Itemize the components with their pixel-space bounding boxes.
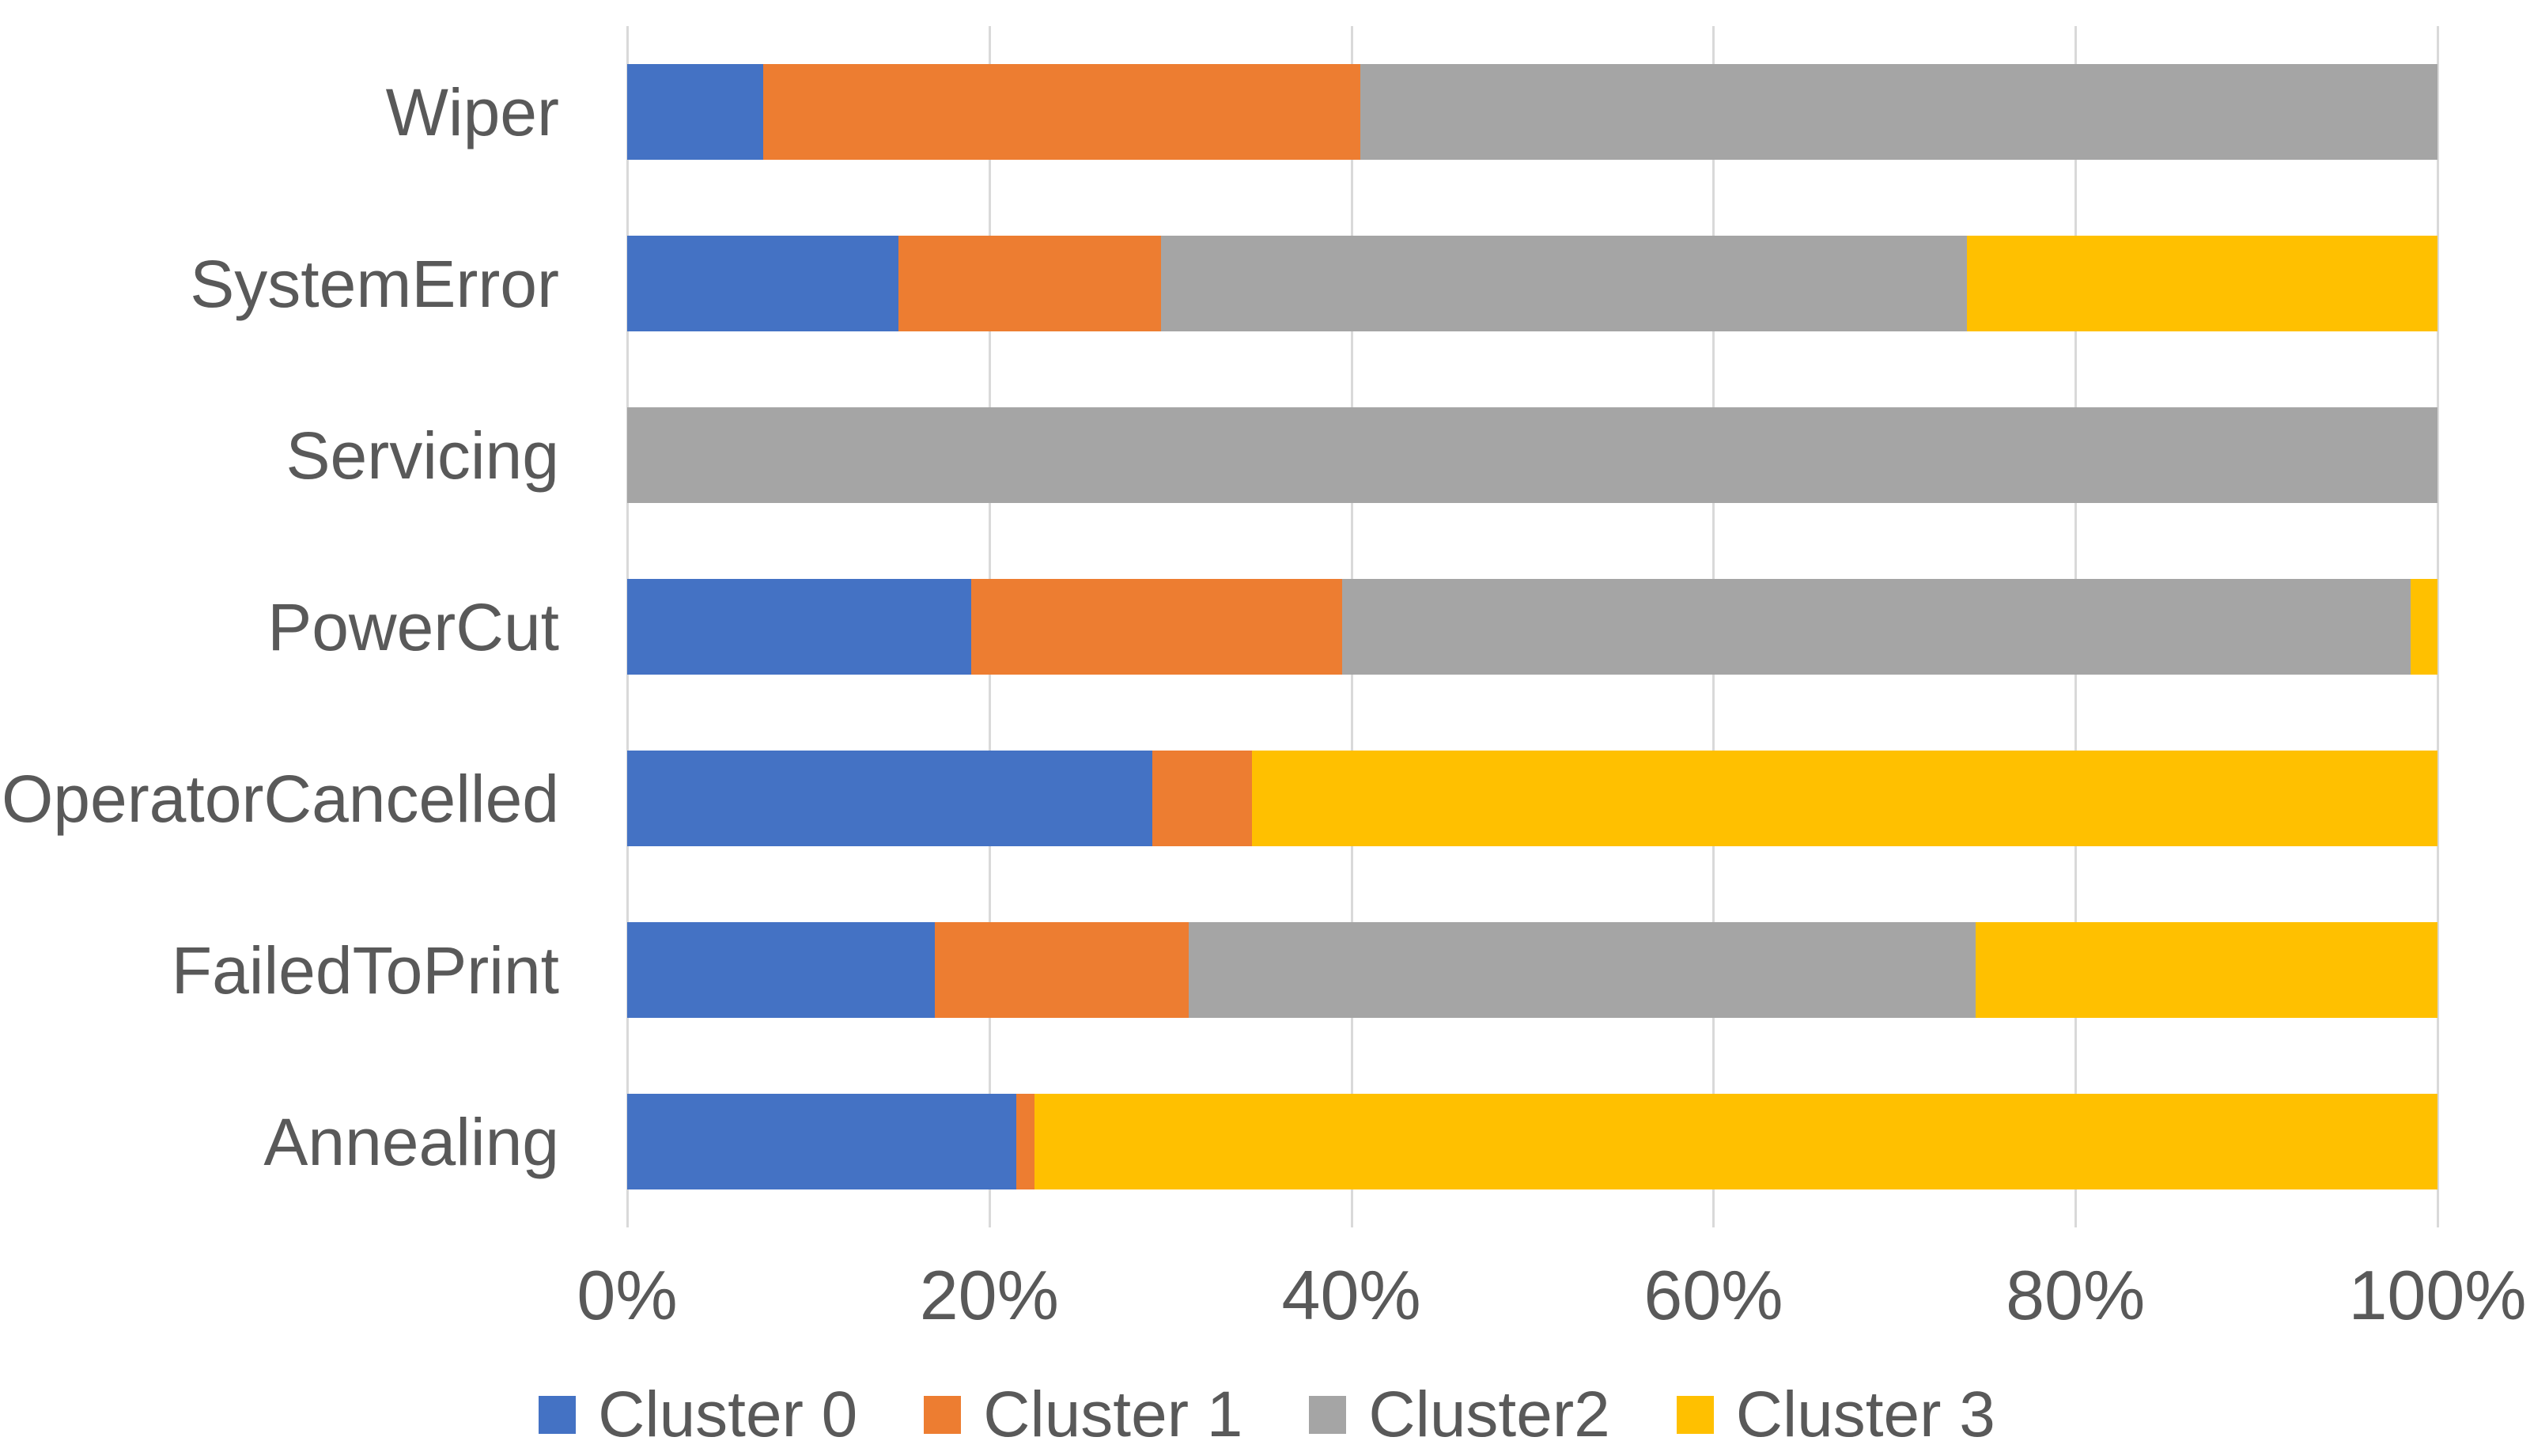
bar-segment-failedtoprint-cluster-3 <box>1976 922 2438 1018</box>
legend-item-cluster-0: Cluster 0 <box>539 1382 857 1447</box>
legend-item-cluster-1: Cluster 1 <box>924 1382 1242 1447</box>
bar-segment-wiper-cluster-1 <box>762 64 1361 160</box>
bar-segment-failedtoprint-cluster-1 <box>935 922 1189 1018</box>
bar-row-servicing <box>627 407 2438 503</box>
category-label-wiper: Wiper <box>385 74 559 149</box>
legend-swatch-cluster-1 <box>924 1396 962 1434</box>
category-label-powercut: PowerCut <box>267 589 559 664</box>
bar-segment-annealing-cluster-3 <box>1034 1094 2438 1189</box>
bar-row-systemerror <box>627 236 2438 331</box>
bar-row-failedtoprint <box>627 922 2438 1018</box>
bar-segment-servicing-cluster2 <box>627 407 2438 503</box>
bar-row-wiper <box>627 64 2438 160</box>
bar-segment-wiper-cluster-0 <box>627 64 763 160</box>
bar-segment-operatorcancelled-cluster-1 <box>1152 751 1252 846</box>
category-label-annealing: Annealing <box>263 1104 559 1179</box>
legend-swatch-cluster-3 <box>1676 1396 1714 1434</box>
plot-area <box>626 26 2439 1227</box>
legend-swatch-cluster-0 <box>539 1396 577 1434</box>
legend-label-cluster-1: Cluster 1 <box>983 1378 1243 1450</box>
bar-segment-powercut-cluster2 <box>1342 579 2411 675</box>
category-label-failedtoprint: FailedToPrint <box>171 932 559 1008</box>
legend-label-cluster-3: Cluster 3 <box>1735 1378 1995 1450</box>
bar-segment-powercut-cluster-1 <box>970 579 1343 675</box>
bar-segment-systemerror-cluster-0 <box>627 236 899 331</box>
bar-segment-annealing-cluster-1 <box>1016 1094 1034 1189</box>
bar-segment-powercut-cluster-3 <box>2410 579 2438 675</box>
legend-item-cluster2: Cluster2 <box>1309 1378 1610 1450</box>
bar-segment-operatorcancelled-cluster-0 <box>627 751 1152 846</box>
bar-segment-wiper-cluster2 <box>1360 64 2438 160</box>
bar-row-operatorcancelled <box>627 751 2438 846</box>
x-axis-label-20: 20% <box>919 1256 1059 1334</box>
bar-segment-operatorcancelled-cluster-3 <box>1251 751 2438 846</box>
x-axis-label-80: 80% <box>2006 1256 2146 1334</box>
bar-segment-systemerror-cluster-1 <box>898 236 1162 331</box>
x-axis-label-40: 40% <box>1281 1256 1421 1334</box>
gridline-100 <box>2437 26 2439 1227</box>
bar-segment-failedtoprint-cluster2 <box>1188 922 1976 1018</box>
legend-label-cluster2: Cluster2 <box>1368 1378 1610 1450</box>
category-label-systemerror: SystemError <box>190 246 559 321</box>
legend-item-cluster-3: Cluster 3 <box>1676 1378 1995 1450</box>
bar-row-annealing <box>627 1094 2438 1189</box>
legend-swatch-cluster2 <box>1309 1396 1347 1434</box>
bar-segment-systemerror-cluster-3 <box>1966 236 2438 331</box>
x-axis-label-0: 0% <box>577 1256 678 1334</box>
bar-segment-powercut-cluster-0 <box>627 579 971 675</box>
x-axis-label-60: 60% <box>1643 1256 1783 1334</box>
bar-row-powercut <box>627 579 2438 675</box>
bar-segment-failedtoprint-cluster-0 <box>627 922 936 1018</box>
bar-segment-systemerror-cluster2 <box>1161 236 1967 331</box>
legend: Cluster 0 Cluster 1 Cluster2 Cluster 3 <box>0 1382 2534 1447</box>
x-axis-label-100: 100% <box>2348 1256 2527 1334</box>
bar-segment-annealing-cluster-0 <box>627 1094 1017 1189</box>
category-label-operatorcancelled: OperatorCancelled <box>1 761 559 836</box>
legend-label-cluster-0: Cluster 0 <box>598 1378 858 1450</box>
value-axis: 0% 20% 40% 60% 80% 100% <box>577 1256 2526 1348</box>
category-label-servicing: Servicing <box>286 418 559 493</box>
